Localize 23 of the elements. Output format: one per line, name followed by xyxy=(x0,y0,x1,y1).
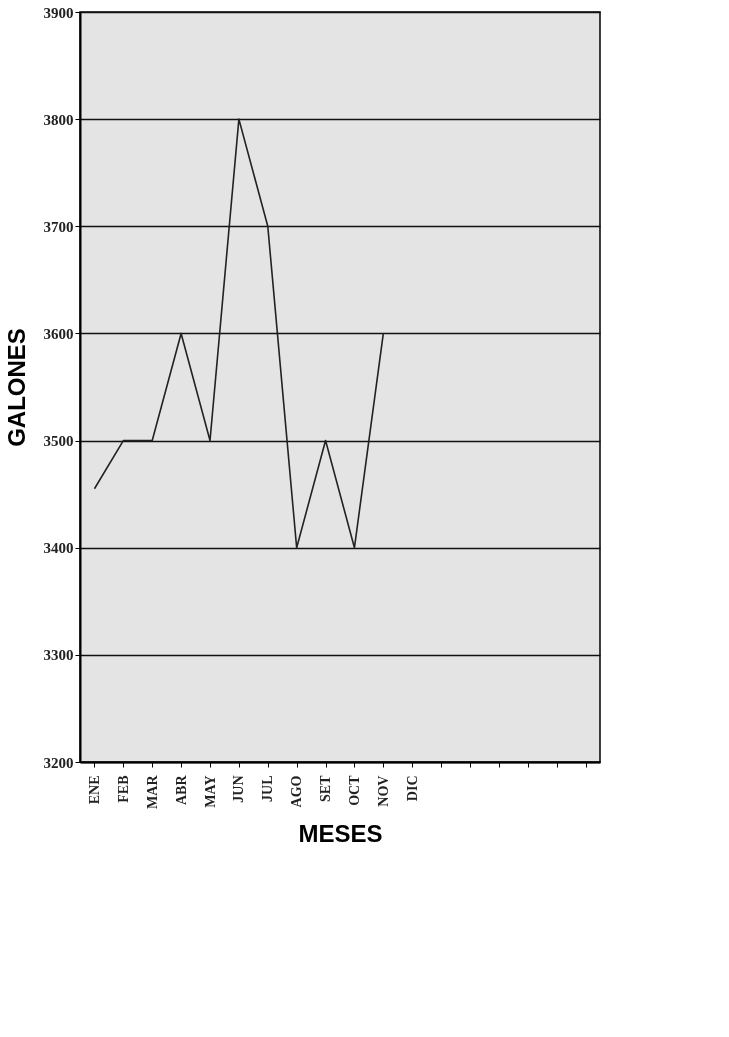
x-tick-label: MAY xyxy=(202,775,218,808)
x-tick-label: DIC xyxy=(404,775,420,802)
y-tick-label: 3600 xyxy=(43,325,74,342)
y-tick-label: 3500 xyxy=(43,433,74,450)
y-tick-label: 3800 xyxy=(43,111,74,128)
x-tick-label: ENE xyxy=(86,775,102,805)
y-tick-label: 3400 xyxy=(43,540,74,557)
x-tick-label: NOV xyxy=(375,775,391,807)
x-tick-label: JUN xyxy=(231,775,247,803)
x-tick-label: FEB xyxy=(115,775,131,803)
y-axis-title: GALONES xyxy=(2,328,30,447)
x-axis-title: MESES xyxy=(298,819,383,847)
x-tick-label: ABR xyxy=(173,774,189,806)
line-series xyxy=(93,118,385,549)
y-tick-label: 3900 xyxy=(43,4,74,21)
x-tick-label: OCT xyxy=(346,774,362,806)
x-tick-label: SET xyxy=(318,774,334,802)
x-tick-label: JUL xyxy=(260,775,276,802)
y-tick-label: 3700 xyxy=(43,218,74,235)
x-tick-label: AGO xyxy=(289,775,305,808)
y-tick-label: 3300 xyxy=(43,647,74,664)
y-tick-label: 3200 xyxy=(43,754,74,771)
x-tick-label: MAR xyxy=(144,774,160,809)
